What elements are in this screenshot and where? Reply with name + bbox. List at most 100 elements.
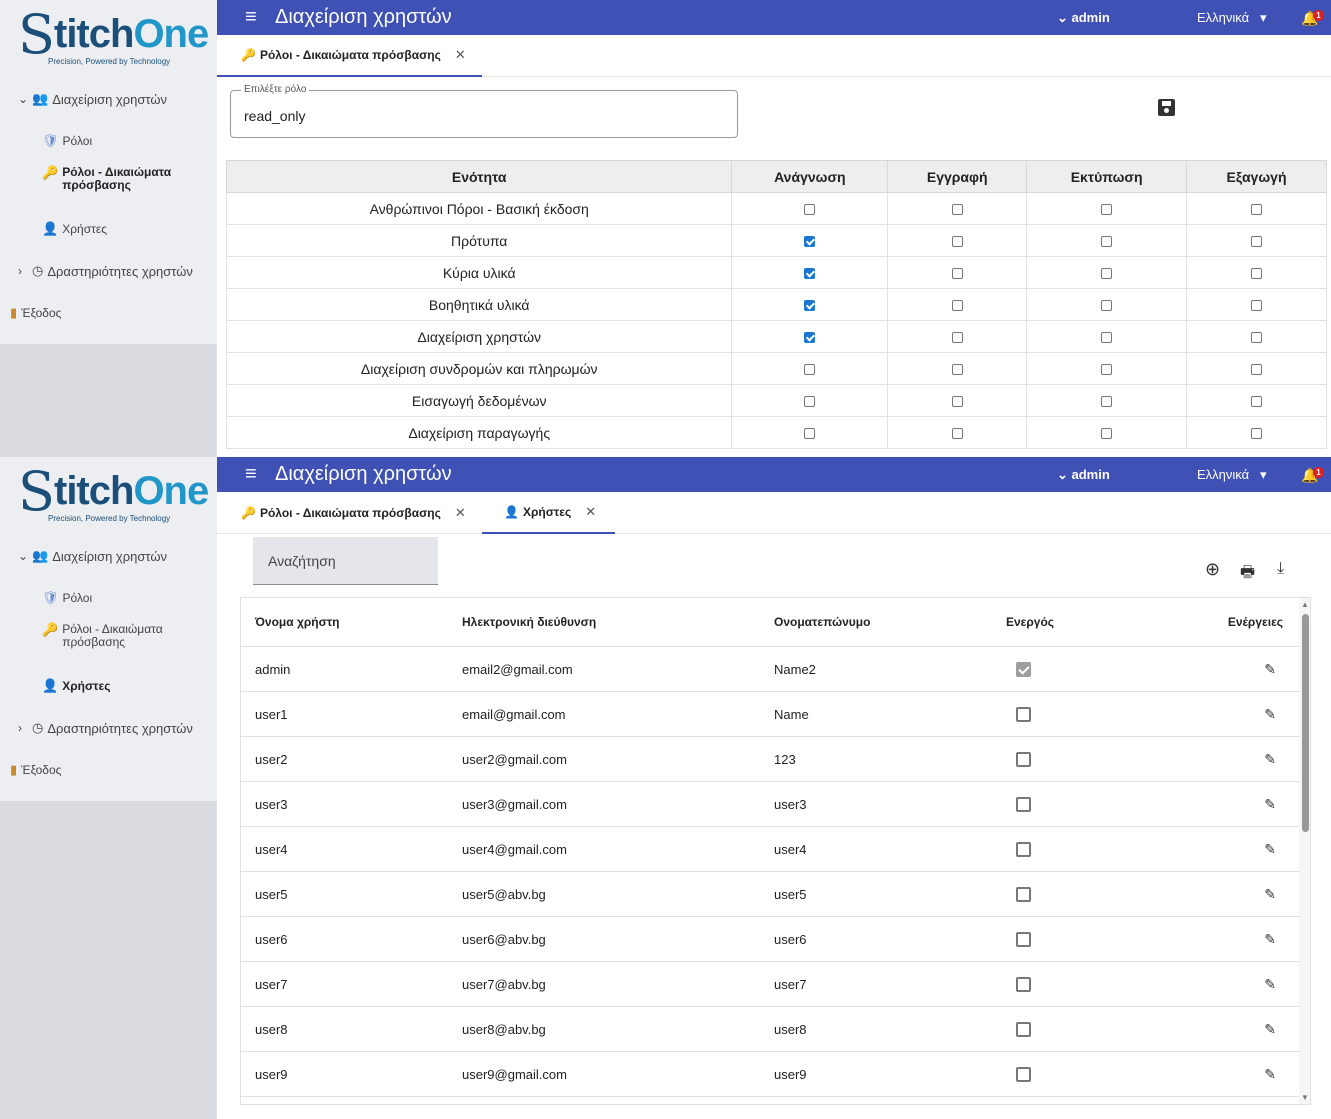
close-icon[interactable]: ✕ (454, 47, 466, 62)
edit-icon[interactable]: ✎ (1264, 840, 1276, 857)
user-menu[interactable]: ⌄ admin (1057, 10, 1110, 25)
active-checkbox[interactable] (1016, 841, 1031, 857)
tab-permissions[interactable]: 🔑 Ρόλοι - Δικαιώματα πρόσβασης ✕ (217, 35, 482, 77)
cell-email: user4@gmail.com (462, 841, 567, 857)
sidebar-item-roles[interactable]: 🛡 Ρόλοι (42, 133, 93, 148)
permission-checkbox[interactable] (1101, 236, 1113, 248)
cell-fullname: user7 (774, 976, 807, 992)
permission-checkbox[interactable] (951, 364, 963, 376)
permission-checkbox[interactable] (804, 268, 816, 280)
active-checkbox[interactable] (1016, 976, 1031, 992)
edit-icon[interactable]: ✎ (1264, 1020, 1276, 1037)
permission-checkbox[interactable] (951, 396, 963, 408)
sidebar-item-users[interactable]: 👤 Χρήστες (42, 678, 111, 693)
active-checkbox[interactable] (1016, 661, 1031, 677)
edit-icon[interactable]: ✎ (1264, 750, 1276, 767)
print-icon[interactable]: 🖶 (1240, 564, 1256, 581)
permission-checkbox[interactable] (1251, 332, 1263, 344)
column-header: Εγγραφή (887, 160, 1028, 193)
sidebar-group-user-management[interactable]: ⌄ 👥 Διαχείριση χρηστών (18, 548, 168, 564)
permission-checkbox[interactable] (1251, 204, 1263, 216)
scroll-down-icon[interactable]: ▼ (1301, 1093, 1309, 1102)
edit-icon[interactable]: ✎ (1264, 705, 1276, 722)
permission-cell (731, 224, 889, 257)
permission-checkbox[interactable] (951, 204, 963, 216)
sidebar-item-permissions[interactable]: 🔑 Ρόλοι - Δικαιώματα πρόσβασης (42, 165, 172, 192)
close-icon[interactable]: ✕ (585, 504, 597, 519)
edit-icon[interactable]: ✎ (1264, 660, 1276, 677)
permission-checkbox[interactable] (1251, 300, 1263, 312)
language-select[interactable]: Ελληνικά ▾ (1197, 10, 1267, 25)
permission-checkbox[interactable] (804, 428, 816, 440)
close-icon[interactable]: ✕ (454, 505, 466, 520)
scroll-up-icon[interactable]: ▲ (1301, 600, 1309, 609)
permission-checkbox[interactable] (1101, 332, 1113, 344)
sidebar-group-activities[interactable]: › ◷ Δραστηριότητες χρηστών (18, 263, 193, 279)
active-cell (1016, 782, 1031, 826)
edit-icon[interactable]: ✎ (1264, 930, 1276, 947)
tab-users[interactable]: 👤 Χρήστες ✕ (482, 492, 615, 534)
sidebar-item-logout[interactable]: ▮ Έξοδος (10, 305, 62, 320)
permission-checkbox[interactable] (804, 236, 816, 248)
scrollbar[interactable]: ▲ ▼ (1299, 598, 1310, 1104)
cell-username: user5 (255, 886, 288, 902)
permission-checkbox[interactable] (804, 204, 816, 216)
permission-checkbox[interactable] (1251, 396, 1263, 408)
language-select[interactable]: Ελληνικά ▾ (1197, 467, 1267, 482)
sidebar-item-logout[interactable]: ▮ Έξοδος (10, 762, 62, 777)
permission-checkbox[interactable] (804, 300, 816, 312)
active-checkbox[interactable] (1016, 886, 1031, 902)
edit-icon[interactable]: ✎ (1264, 885, 1276, 902)
search-input[interactable]: Αναζήτηση (253, 537, 438, 585)
permission-checkbox[interactable] (1101, 300, 1113, 312)
permission-cell (731, 352, 889, 385)
permission-checkbox[interactable] (951, 428, 963, 440)
permission-checkbox[interactable] (1101, 428, 1113, 440)
active-checkbox[interactable] (1016, 931, 1031, 947)
active-checkbox[interactable] (1016, 796, 1031, 812)
cell-fullname: user3 (774, 796, 807, 812)
permission-checkbox[interactable] (951, 236, 963, 248)
permission-checkbox[interactable] (1101, 204, 1113, 216)
permission-checkbox[interactable] (951, 332, 963, 344)
tab-permissions[interactable]: 🔑 Ρόλοι - Δικαιώματα πρόσβασης ✕ (241, 505, 466, 520)
permission-checkbox[interactable] (1101, 396, 1113, 408)
menu-icon[interactable]: ≡ (245, 6, 257, 28)
add-icon[interactable]: ⊕ (1205, 559, 1221, 579)
active-checkbox[interactable] (1016, 1021, 1031, 1037)
role-select[interactable]: Επιλέξτε ρόλο read_only (230, 84, 738, 138)
table-row: user4 user4@gmail.com user4 ✎ (241, 827, 1310, 872)
active-checkbox[interactable] (1016, 706, 1031, 722)
notification-badge: 1 (1313, 467, 1324, 478)
sidebar-item-roles[interactable]: 🛡 Ρόλοι (42, 590, 93, 605)
user-icon: 👤 (42, 221, 59, 236)
active-checkbox[interactable] (1016, 751, 1031, 767)
edit-icon[interactable]: ✎ (1264, 1065, 1276, 1082)
sidebar-group-activities[interactable]: › ◷ Δραστηριότητες χρηστών (18, 720, 193, 736)
edit-icon[interactable]: ✎ (1264, 795, 1276, 812)
table-row: user2 user2@gmail.com 123 ✎ (241, 737, 1310, 782)
permission-checkbox[interactable] (1251, 268, 1263, 280)
permission-checkbox[interactable] (804, 332, 816, 344)
save-icon[interactable] (1158, 99, 1175, 116)
permission-checkbox[interactable] (1101, 364, 1113, 376)
permission-checkbox[interactable] (804, 364, 816, 376)
permission-checkbox[interactable] (1251, 364, 1263, 376)
permission-checkbox[interactable] (1101, 268, 1113, 280)
active-checkbox[interactable] (1016, 1066, 1031, 1082)
sidebar-item-users[interactable]: 👤 Χρήστες (42, 221, 107, 236)
download-icon[interactable]: ⤓ (1277, 560, 1285, 577)
menu-icon[interactable]: ≡ (245, 463, 257, 485)
sidebar-group-user-management[interactable]: ⌄ 👥 Διαχείριση χρηστών (0, 78, 217, 120)
edit-icon[interactable]: ✎ (1264, 975, 1276, 992)
sidebar-item-permissions[interactable]: 🔑 Ρόλοι - Δικαιώματα πρόσβασης (42, 622, 163, 649)
scrollbar-thumb[interactable] (1302, 614, 1309, 832)
permission-checkbox[interactable] (804, 396, 816, 408)
permission-checkbox[interactable] (1251, 236, 1263, 248)
permission-checkbox[interactable] (951, 300, 963, 312)
permission-checkbox[interactable] (1251, 428, 1263, 440)
permission-checkbox[interactable] (951, 268, 963, 280)
permission-cell (887, 416, 1028, 449)
cell-username: user1 (255, 706, 288, 722)
user-menu[interactable]: ⌄ admin (1057, 467, 1110, 482)
